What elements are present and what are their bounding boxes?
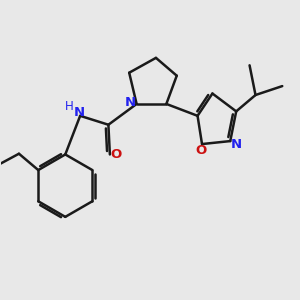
Text: O: O [111,148,122,161]
Text: N: N [124,96,136,109]
Text: H: H [64,100,73,113]
Text: N: N [74,106,85,119]
Text: O: O [195,143,206,157]
Text: N: N [231,138,242,151]
